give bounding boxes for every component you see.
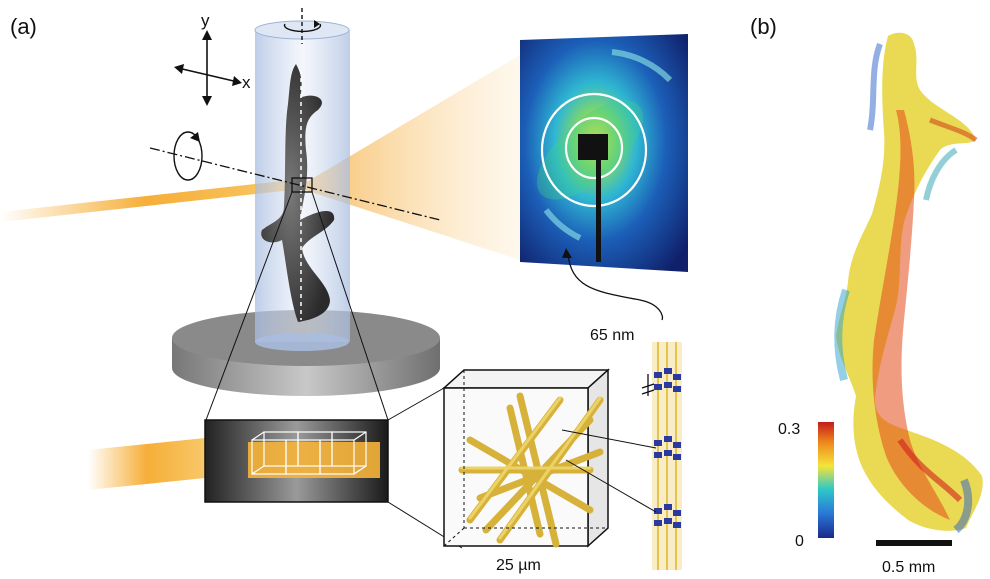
- detector-pattern: [520, 34, 688, 272]
- zoom-line-cube-top: [387, 387, 445, 421]
- voxel-highlight-box: [291, 177, 313, 193]
- orientation-map: [834, 32, 983, 534]
- inset-fibril-cube: [442, 368, 610, 548]
- rotation-arrow-tilt-icon: [173, 131, 203, 181]
- fibril-bundle: [641, 342, 682, 570]
- bone-specimen: [261, 64, 335, 322]
- axis-label-x: x: [242, 73, 251, 92]
- axis-label-y: y: [201, 11, 210, 30]
- inset-voxel-grid: [88, 419, 389, 503]
- pointer-line-1: [561, 429, 657, 449]
- xray-beam: [0, 180, 292, 222]
- voxel-size-label: 25 µm: [496, 557, 541, 574]
- tilt-axis: [149, 147, 441, 221]
- callout-curve: [567, 251, 664, 321]
- colorbar-max-label: 0.3: [778, 421, 800, 438]
- pointer-line-2: [565, 459, 657, 513]
- periodicity-label: 65 nm: [590, 327, 634, 344]
- colorbar-min-label: 0: [795, 533, 804, 550]
- rotation-arrow-top-icon: [283, 8, 322, 44]
- beamstop: [578, 134, 608, 160]
- coordinate-axes-icon: [174, 30, 242, 106]
- panel-label-b: (b): [750, 14, 777, 39]
- panel-label-a: (a): [10, 14, 37, 39]
- rotation-stage: [172, 310, 440, 396]
- scatter-cone: [305, 55, 520, 260]
- zoom-line-right: [311, 191, 389, 421]
- zoom-line-left: [205, 191, 293, 421]
- scale-bar-label: 0.5 mm: [882, 559, 935, 576]
- scale-bar: [876, 540, 952, 546]
- colorbar: [818, 422, 834, 538]
